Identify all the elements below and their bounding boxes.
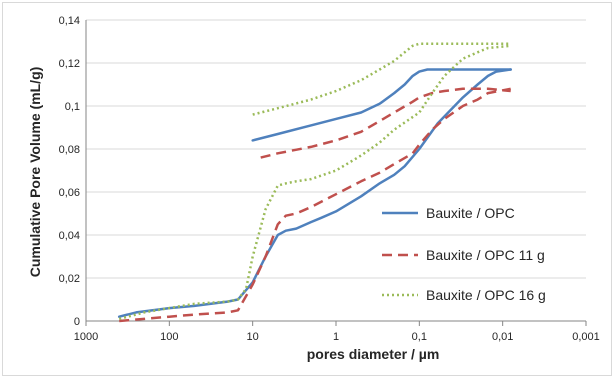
- y-tick-label: 0,02: [59, 273, 80, 285]
- legend-label-2: Bauxite / OPC 11 g: [426, 247, 545, 263]
- legend: Bauxite / OPC Bauxite / OPC 11 g Bauxite /…: [382, 205, 546, 303]
- axes: 0 0,02 0,04 0,06 0,08 0,1 0,12 0,14 1000 100 10 1 0,…: [59, 15, 600, 343]
- y-tick-label: 0,12: [59, 58, 80, 70]
- y-axis-title: Cumulative Pore Volume (mL/g): [27, 67, 43, 278]
- x-tick-label: 0,01: [492, 331, 513, 343]
- x-tick-label: 100: [160, 331, 178, 343]
- x-tick-label: 10: [247, 331, 259, 343]
- gridlines: [86, 19, 586, 279]
- x-tick-label: 1: [333, 331, 339, 343]
- y-tick-label: 0: [74, 316, 80, 328]
- chart-frame: [2, 2, 612, 376]
- legend-label-3: Bauxite / OPC 16 g: [426, 287, 546, 303]
- series-3-extrusion-line: [252, 42, 511, 116]
- y-tick-label: 0,04: [59, 230, 80, 242]
- series-lines: [117, 42, 512, 323]
- x-tick-label: 1000: [74, 331, 98, 343]
- x-axis-title: pores diameter / µm: [307, 346, 440, 362]
- legend-label-1: Bauxite / OPC: [426, 205, 515, 221]
- x-tick-label: 0,1: [412, 331, 427, 343]
- y-tick-label: 0,06: [59, 187, 80, 199]
- series-2-intrusion-line: [119, 87, 511, 323]
- y-tick-label: 0,14: [59, 15, 80, 27]
- x-tick-label: 0,001: [572, 331, 600, 343]
- series-1-extrusion-line: [251, 68, 512, 142]
- series-2-extrusion-line: [260, 87, 511, 159]
- series-1-intrusion-line: [117, 68, 512, 318]
- y-tick-label: 0,1: [65, 101, 80, 113]
- y-tick-label: 0,08: [59, 144, 80, 156]
